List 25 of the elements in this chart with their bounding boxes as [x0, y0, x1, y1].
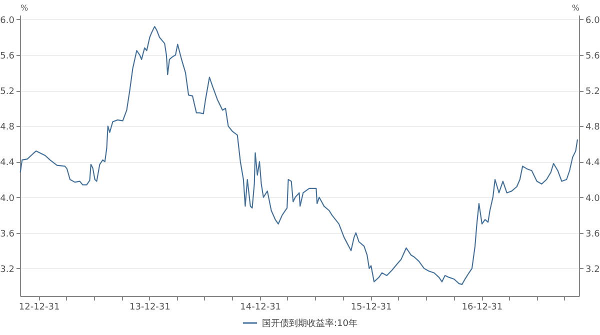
- y2-tick-label: 3.6: [586, 229, 600, 240]
- x-tick-label: 13-12-31: [130, 302, 170, 312]
- y2-tick-label: 4.8: [586, 122, 600, 133]
- legend-label: 国开债到期收益率:10年: [262, 318, 358, 329]
- y-axis-title: %: [20, 4, 28, 12]
- x-tick-label: 12-12-31: [18, 302, 60, 312]
- y2-tick-label: 4.4: [586, 158, 600, 168]
- x-tick-label: 14-12-31: [240, 302, 282, 312]
- x-tick-label: 16-12-31: [462, 302, 503, 312]
- y-tick-label: 5.2: [0, 87, 14, 98]
- y-tick-label: 4.0: [0, 194, 15, 204]
- y-tick-label: 4.4: [0, 158, 15, 168]
- y-tick-label: 3.2: [0, 264, 14, 275]
- y2-tick-label: 5.2: [586, 87, 600, 98]
- y-tick-label: 6.0: [0, 16, 15, 26]
- y2-tick-label: 6.0: [586, 16, 600, 26]
- x-tick-label: 15-12-31: [350, 302, 392, 312]
- y2-tick-label: 5.6: [586, 52, 600, 62]
- y-tick-label: 5.6: [0, 52, 15, 62]
- y-tick-label: 4.8: [0, 122, 15, 133]
- line-series: [20, 26, 578, 285]
- y2-tick-label: 3.2: [586, 264, 600, 275]
- y2-axis-title: %: [572, 4, 580, 12]
- y-tick-label: 3.6: [0, 229, 15, 240]
- y2-tick-label: 4.0: [586, 194, 600, 204]
